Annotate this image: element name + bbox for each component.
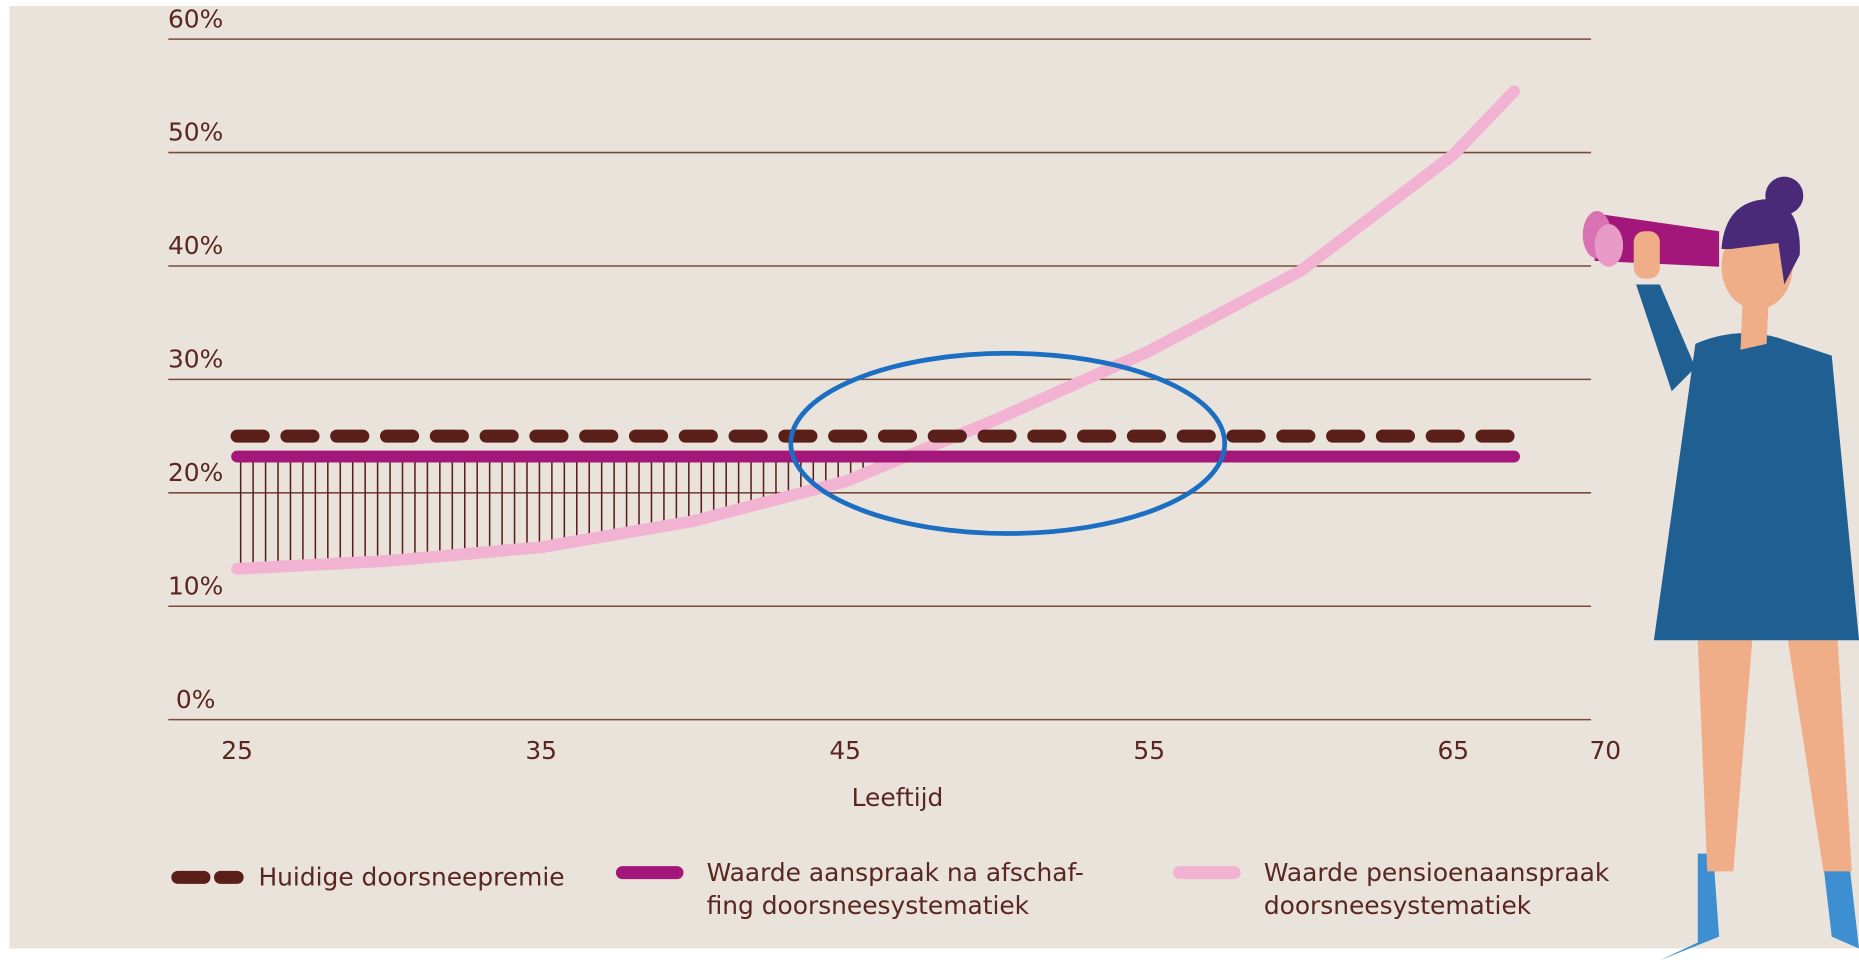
plot: 0% 10% 20% 30% 40% 50% 60% 25 35 45 55 65 70 Huidige … bbox=[168, 4, 1621, 920]
x-tick-label: 65 bbox=[1437, 736, 1469, 765]
x-axis-label: Leeftijd bbox=[852, 783, 944, 812]
legend-label: Waarde aanspraak na afschaf-fing doorsne… bbox=[707, 858, 1084, 920]
y-tick-label: 10% bbox=[168, 571, 223, 600]
legend-label: Huidige doorsneepremie bbox=[258, 863, 564, 892]
legend-label-line: fing doorsneesystematiek bbox=[707, 891, 1030, 920]
panel bbox=[9, 5, 1859, 949]
legend-label-line: Waarde pensioenaanspraak bbox=[1264, 858, 1610, 887]
y-tick-label: 60% bbox=[168, 4, 223, 33]
legend-label-line: doorsneesystematiek bbox=[1264, 891, 1532, 920]
y-tick-label: 30% bbox=[168, 345, 223, 374]
legend-label-line: Huidige doorsneepremie bbox=[258, 863, 564, 892]
x-tick-label: 35 bbox=[525, 736, 557, 765]
y-tick-label: 0% bbox=[176, 685, 215, 714]
y-tick-label: 40% bbox=[168, 231, 223, 260]
legend-label: Waarde pensioenaanspraak doorsneesystemat… bbox=[1264, 858, 1610, 920]
highlight-ellipse bbox=[788, 350, 1228, 536]
legend-label-line: Waarde aanspraak na afschaf- bbox=[707, 858, 1084, 887]
x-tick-label: 70 bbox=[1589, 736, 1621, 765]
x-tick-label: 55 bbox=[1133, 736, 1165, 765]
illustration bbox=[1582, 176, 1859, 961]
y-tick-label: 50% bbox=[168, 118, 223, 147]
y-tick-label: 20% bbox=[168, 458, 223, 487]
x-tick-label: 45 bbox=[829, 736, 861, 765]
series-line bbox=[231, 85, 1521, 575]
x-tick-label: 25 bbox=[221, 736, 253, 765]
